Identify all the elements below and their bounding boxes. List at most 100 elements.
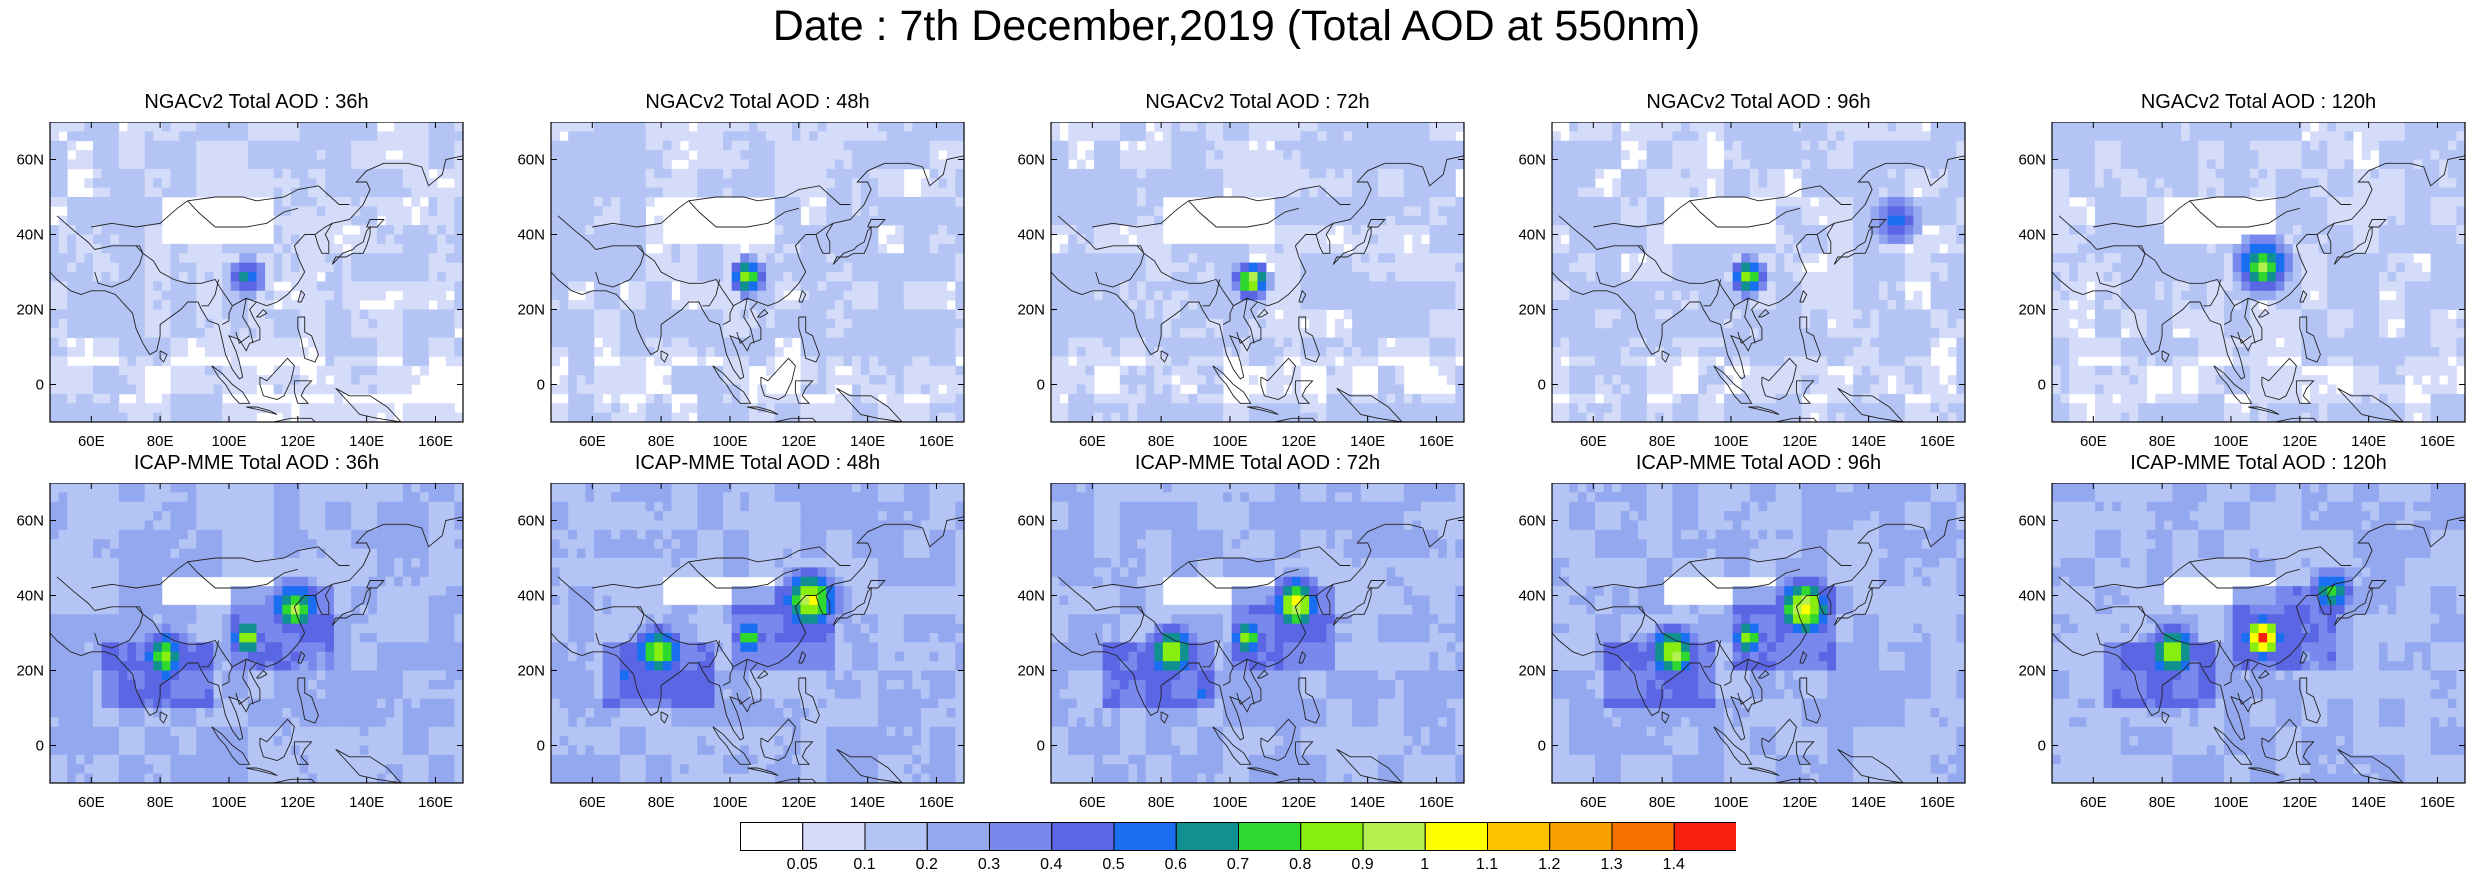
lat-tick-label: 60N bbox=[517, 513, 545, 530]
panel-title: ICAP-MME Total AOD : 96h bbox=[1635, 452, 1882, 474]
colorbar-box bbox=[989, 822, 1053, 851]
lat-tick-label: 0 bbox=[537, 377, 545, 394]
colorbar-label: 0.6 bbox=[1164, 856, 1187, 873]
lon-tick-label: 120E bbox=[280, 794, 315, 811]
lat-tick-label: 40N bbox=[1518, 588, 1546, 605]
lat-tick-label: 40N bbox=[2018, 588, 2046, 605]
lat-tick-label: 40N bbox=[517, 227, 545, 244]
lon-tick-label: 140E bbox=[850, 794, 885, 811]
colorbar-label: 0.9 bbox=[1351, 856, 1374, 873]
lon-tick-label: 100E bbox=[1713, 794, 1748, 811]
lat-tick-label: 40N bbox=[1017, 227, 1045, 244]
lat-tick-label: 40N bbox=[16, 227, 44, 244]
lat-tick-label: 0 bbox=[1037, 738, 1045, 755]
colorbar-box bbox=[1549, 822, 1613, 851]
lon-tick-label: 100E bbox=[211, 433, 246, 450]
lon-tick-label: 120E bbox=[2282, 794, 2317, 811]
lon-tick-label: 80E bbox=[2149, 794, 2176, 811]
colorbar-box bbox=[1051, 822, 1115, 851]
lon-tick-label: 140E bbox=[349, 794, 384, 811]
lon-tick-label: 160E bbox=[418, 794, 453, 811]
lat-tick-label: 60N bbox=[16, 152, 44, 169]
lon-tick-label: 60E bbox=[579, 794, 606, 811]
panel-title: ICAP-MME Total AOD : 120h bbox=[2130, 452, 2387, 474]
lat-tick-label: 20N bbox=[1017, 663, 1045, 680]
lat-tick-label: 60N bbox=[1017, 513, 1045, 530]
lon-tick-label: 120E bbox=[781, 794, 816, 811]
lat-tick-label: 20N bbox=[517, 663, 545, 680]
lon-tick-label: 120E bbox=[280, 433, 315, 450]
lat-tick-label: 20N bbox=[1017, 302, 1045, 319]
colorbar-label: 0.2 bbox=[915, 856, 938, 873]
panel-title: NGACv2 Total AOD : 120h bbox=[2140, 91, 2377, 113]
lon-tick-label: 60E bbox=[1079, 433, 1106, 450]
panel-title: ICAP-MME Total AOD : 36h bbox=[133, 452, 380, 474]
lon-tick-label: 140E bbox=[850, 433, 885, 450]
panel-title: NGACv2 Total AOD : 48h bbox=[645, 91, 870, 113]
lat-tick-label: 20N bbox=[2018, 302, 2046, 319]
lon-tick-label: 100E bbox=[712, 794, 747, 811]
colorbar-label: 0.05 bbox=[786, 856, 818, 873]
lon-tick-label: 140E bbox=[2351, 433, 2386, 450]
colorbar-label: 0.8 bbox=[1289, 856, 1312, 873]
colorbar-box bbox=[1424, 822, 1488, 851]
lon-tick-label: 100E bbox=[211, 794, 246, 811]
lon-tick-label: 160E bbox=[418, 433, 453, 450]
aod-map-ngacv2-0: 60E 80E 100E 120E 140E 160E 60N 40N 20N 0 bbox=[16, 122, 464, 450]
lon-tick-label: 140E bbox=[349, 433, 384, 450]
aod-map-ngacv2-2: 60E 80E 100E 120E 140E 160E 60N 40N 20N 0 bbox=[1017, 122, 1465, 450]
panel-title: ICAP-MME Total AOD : 72h bbox=[1134, 452, 1381, 474]
lon-tick-label: 120E bbox=[1281, 433, 1316, 450]
lon-tick-label: 60E bbox=[1079, 794, 1106, 811]
panel-title: NGACv2 Total AOD : 72h bbox=[1145, 91, 1370, 113]
colorbar-label: 0.1 bbox=[853, 856, 876, 873]
lon-tick-label: 100E bbox=[1212, 433, 1247, 450]
lon-tick-label: 80E bbox=[1649, 794, 1676, 811]
lat-tick-label: 60N bbox=[1518, 152, 1546, 169]
lon-tick-label: 120E bbox=[1281, 794, 1316, 811]
lat-tick-label: 60N bbox=[1017, 152, 1045, 169]
colorbar-label: 1.2 bbox=[1538, 856, 1561, 873]
lon-tick-label: 140E bbox=[1851, 794, 1886, 811]
lon-tick-label: 80E bbox=[1649, 433, 1676, 450]
lon-tick-label: 100E bbox=[2213, 433, 2248, 450]
lon-tick-label: 160E bbox=[1920, 794, 1955, 811]
lat-tick-label: 60N bbox=[2018, 152, 2046, 169]
lon-tick-label: 80E bbox=[1148, 433, 1175, 450]
lon-tick-label: 120E bbox=[2282, 433, 2317, 450]
lon-tick-label: 160E bbox=[1419, 794, 1454, 811]
colorbar-box bbox=[1238, 822, 1302, 851]
figure-title: Date : 7th December,2019 (Total AOD at 5… bbox=[772, 2, 1701, 50]
colorbar-box bbox=[1611, 822, 1675, 851]
lon-tick-label: 60E bbox=[2080, 433, 2107, 450]
lon-tick-label: 100E bbox=[1212, 794, 1247, 811]
lon-tick-label: 80E bbox=[648, 794, 675, 811]
lon-tick-label: 60E bbox=[78, 794, 105, 811]
panel-title: ICAP-MME Total AOD : 48h bbox=[634, 452, 881, 474]
lon-tick-label: 160E bbox=[919, 433, 954, 450]
panel-title: NGACv2 Total AOD : 96h bbox=[1646, 91, 1871, 113]
lat-tick-label: 20N bbox=[2018, 663, 2046, 680]
colorbar-label: 0.3 bbox=[977, 856, 1001, 873]
aod-map-icap-mme-4: 60E 80E 100E 120E 140E 160E 60N 40N 20N 0 bbox=[2018, 483, 2466, 811]
colorbar-label: 1.3 bbox=[1600, 856, 1623, 873]
colorbar-label: 1.1 bbox=[1475, 856, 1499, 873]
panel-title: NGACv2 Total AOD : 36h bbox=[144, 91, 369, 113]
lon-tick-label: 160E bbox=[1920, 433, 1955, 450]
lon-tick-label: 120E bbox=[1782, 433, 1817, 450]
colorbar-label: 1 bbox=[1420, 856, 1430, 873]
colorbar-box bbox=[1113, 822, 1177, 851]
lat-tick-label: 60N bbox=[16, 513, 44, 530]
lon-tick-label: 140E bbox=[1851, 433, 1886, 450]
lon-tick-label: 140E bbox=[2351, 794, 2386, 811]
lon-tick-label: 160E bbox=[919, 794, 954, 811]
colorbar-box bbox=[1487, 822, 1551, 851]
lon-tick-label: 140E bbox=[1350, 433, 1385, 450]
colorbar-box bbox=[1300, 822, 1364, 851]
colorbar-label: 1.4 bbox=[1662, 856, 1685, 873]
lon-tick-label: 80E bbox=[648, 433, 675, 450]
lon-tick-label: 60E bbox=[2080, 794, 2107, 811]
lat-tick-label: 0 bbox=[2038, 738, 2046, 755]
lon-tick-label: 120E bbox=[1782, 794, 1817, 811]
lon-tick-label: 120E bbox=[781, 433, 816, 450]
